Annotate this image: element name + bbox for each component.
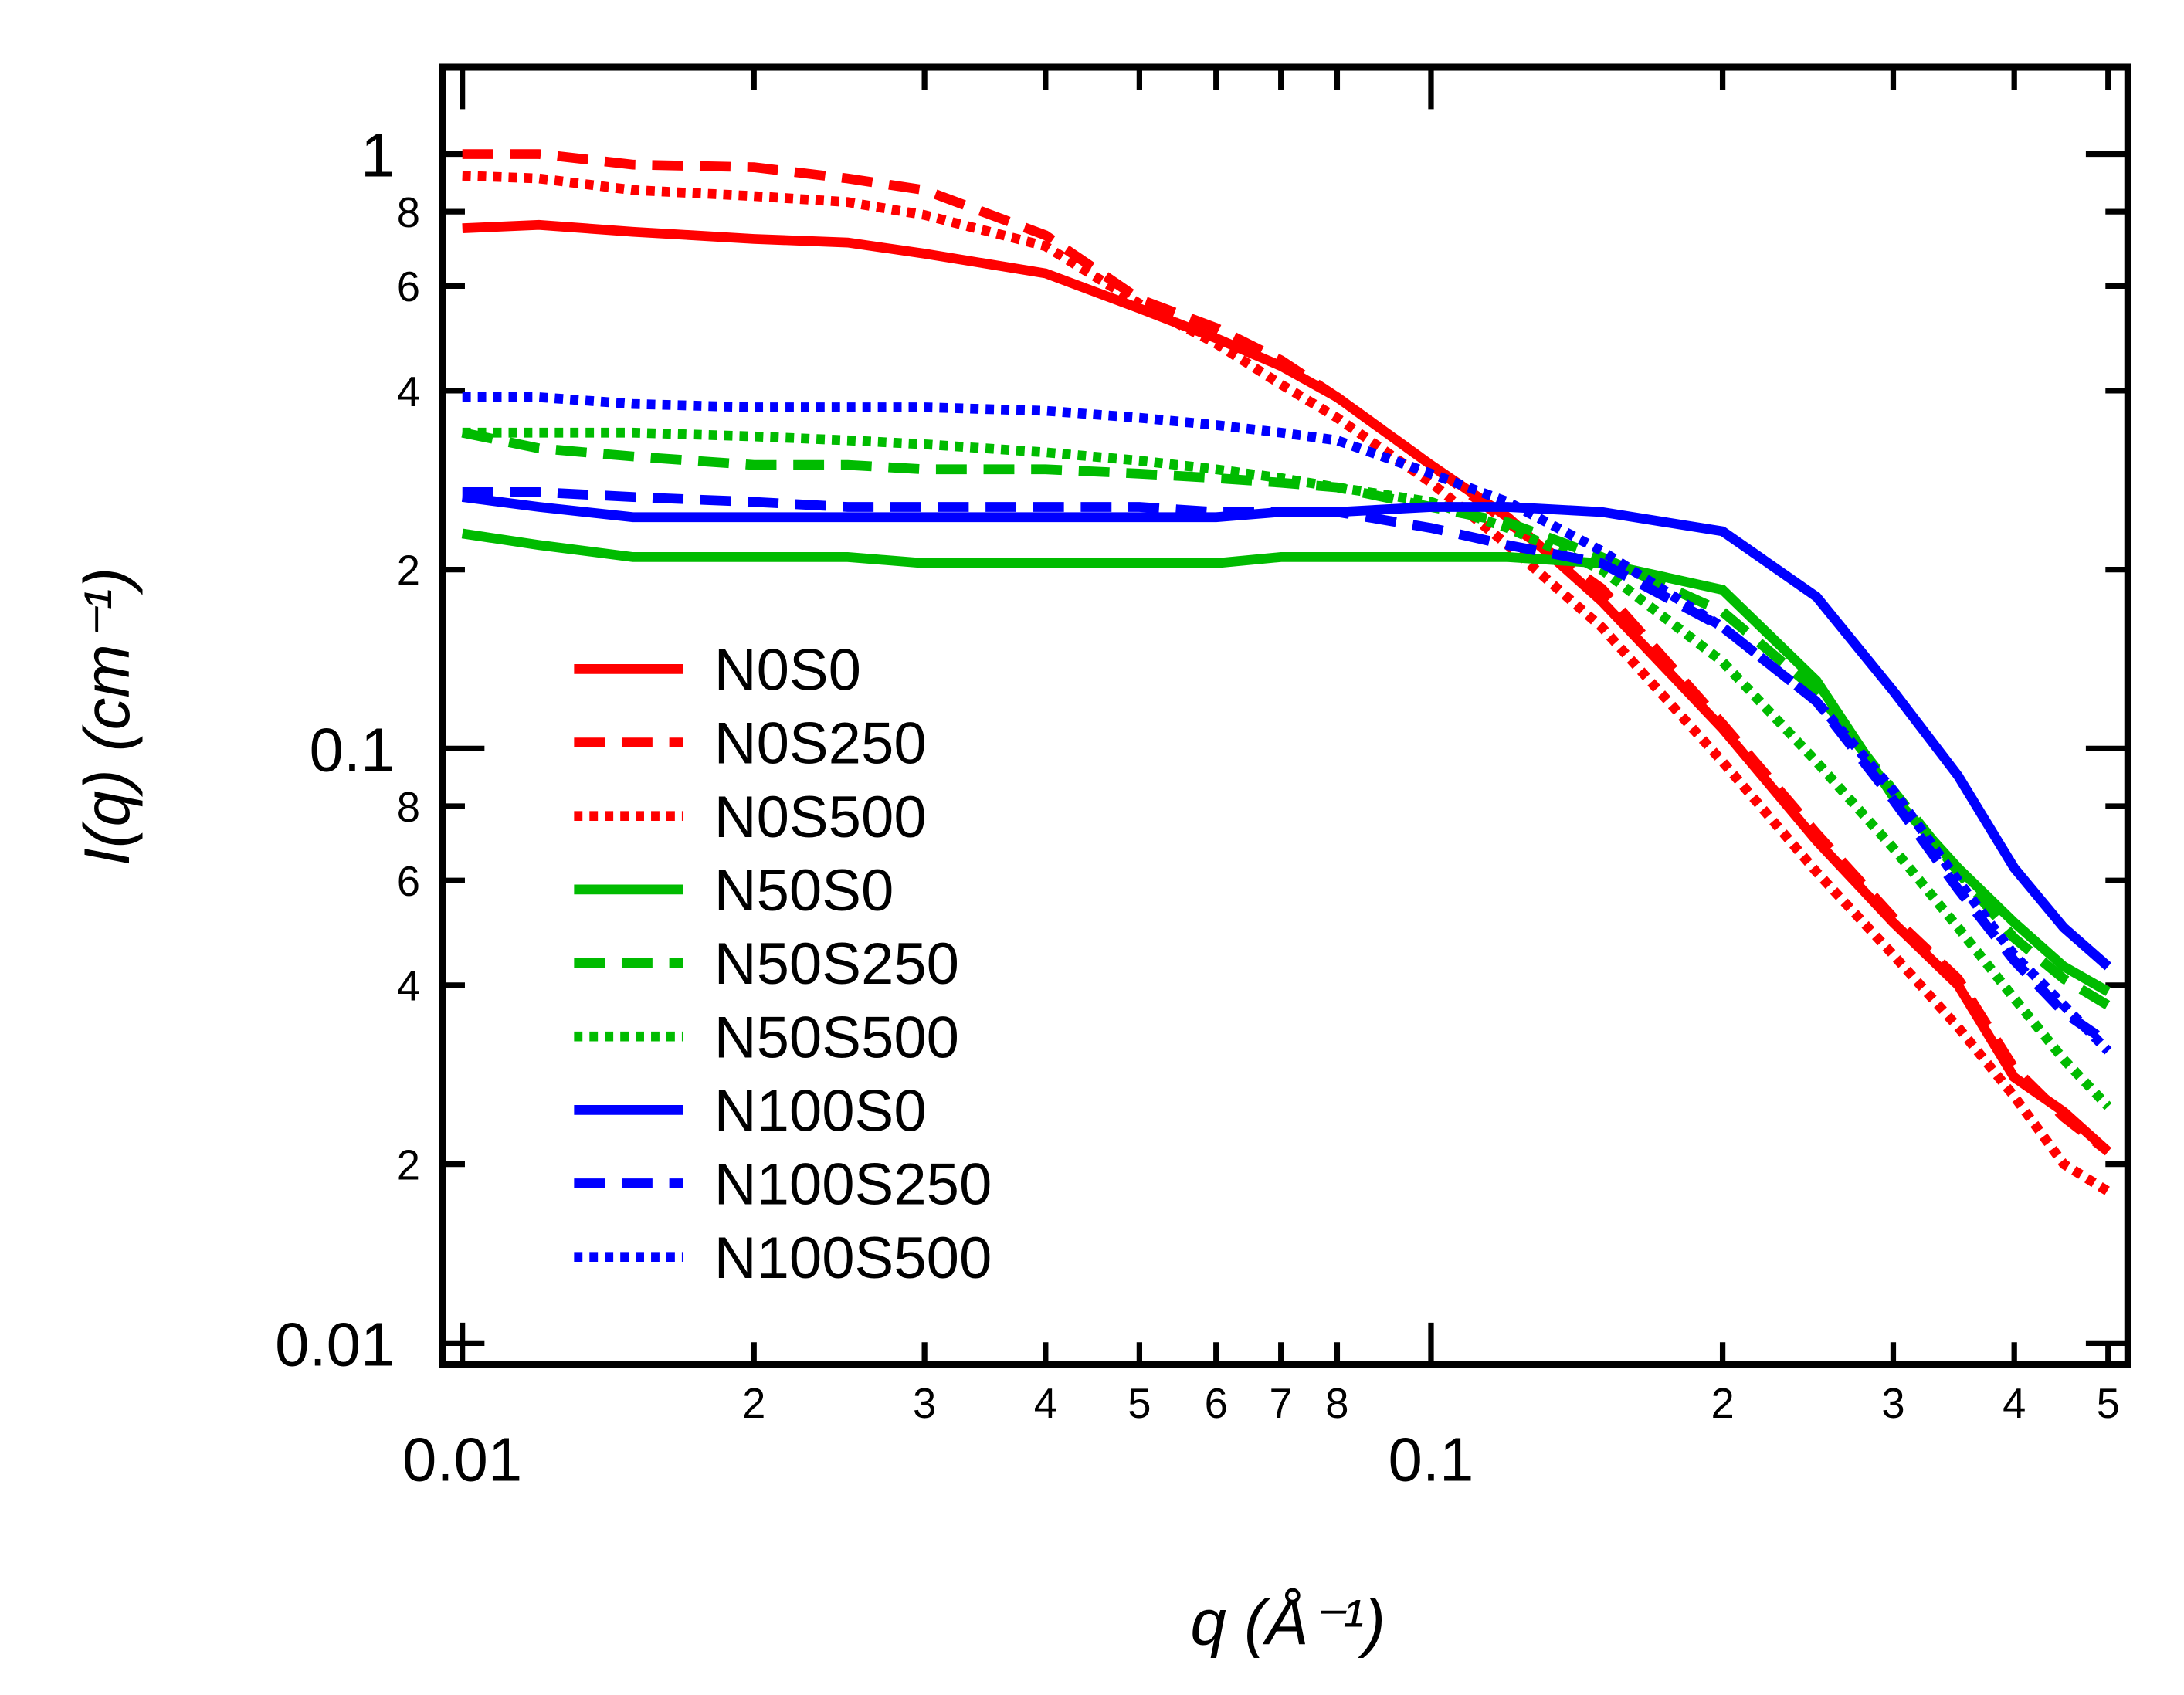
legend-label: N100S250 bbox=[714, 1152, 992, 1218]
y-tick-label: 2 bbox=[397, 1142, 420, 1189]
y-axis-label: I(q) (cm⁻¹) bbox=[71, 568, 143, 866]
data-line bbox=[462, 427, 2112, 1110]
data-line bbox=[461, 428, 2111, 1010]
x-tick-label: 5 bbox=[1128, 1380, 1151, 1427]
x-tick-label: 0.1 bbox=[1389, 1425, 1474, 1494]
y-tick-label: 1 bbox=[361, 121, 395, 190]
y-tick-label: 4 bbox=[397, 963, 420, 1010]
x-tick-label: 3 bbox=[1881, 1380, 1904, 1427]
data-line bbox=[462, 149, 2111, 1156]
x-tick-label: 6 bbox=[1205, 1380, 1228, 1427]
legend-label: N0S250 bbox=[714, 711, 927, 777]
legend-label: N0S500 bbox=[714, 785, 927, 850]
plot-frame bbox=[439, 63, 2131, 1368]
y-tick-label: 2 bbox=[397, 547, 420, 595]
y-tick-label: 6 bbox=[397, 858, 420, 905]
data-line bbox=[461, 492, 2111, 971]
y-tick-label: 0.01 bbox=[275, 1310, 395, 1378]
x-tick-label: 8 bbox=[1325, 1380, 1348, 1427]
y-tick-label: 6 bbox=[397, 263, 420, 310]
legend-label: N50S250 bbox=[714, 931, 959, 997]
y-tick-label: 8 bbox=[397, 784, 420, 831]
y-tick-label: 0.1 bbox=[309, 715, 395, 784]
data-line bbox=[462, 486, 2111, 1047]
x-tick-label: 2 bbox=[742, 1380, 765, 1427]
x-tick-label: 2 bbox=[1711, 1380, 1734, 1427]
legend-label: N100S500 bbox=[714, 1225, 992, 1291]
x-tick-label: 5 bbox=[2097, 1380, 2120, 1427]
legend-label: N50S0 bbox=[714, 858, 894, 924]
x-tick-label: 3 bbox=[913, 1380, 936, 1427]
data-line bbox=[461, 528, 2111, 996]
legend-label: N0S0 bbox=[714, 638, 861, 703]
legend-label: N100S0 bbox=[714, 1079, 927, 1144]
x-tick-label: 4 bbox=[1034, 1380, 1057, 1427]
x-tick-label: 7 bbox=[1270, 1380, 1293, 1427]
y-tick-label: 8 bbox=[397, 189, 420, 236]
y-tick-label: 4 bbox=[397, 368, 420, 415]
x-tick-label: 0.01 bbox=[402, 1425, 522, 1494]
x-tick-label: 4 bbox=[2003, 1380, 2026, 1427]
data-line bbox=[462, 171, 2111, 1196]
data-line bbox=[462, 392, 2112, 1055]
x-axis-label: q (Å⁻¹) bbox=[1191, 1587, 1385, 1659]
legend-label: N50S500 bbox=[714, 1005, 959, 1070]
